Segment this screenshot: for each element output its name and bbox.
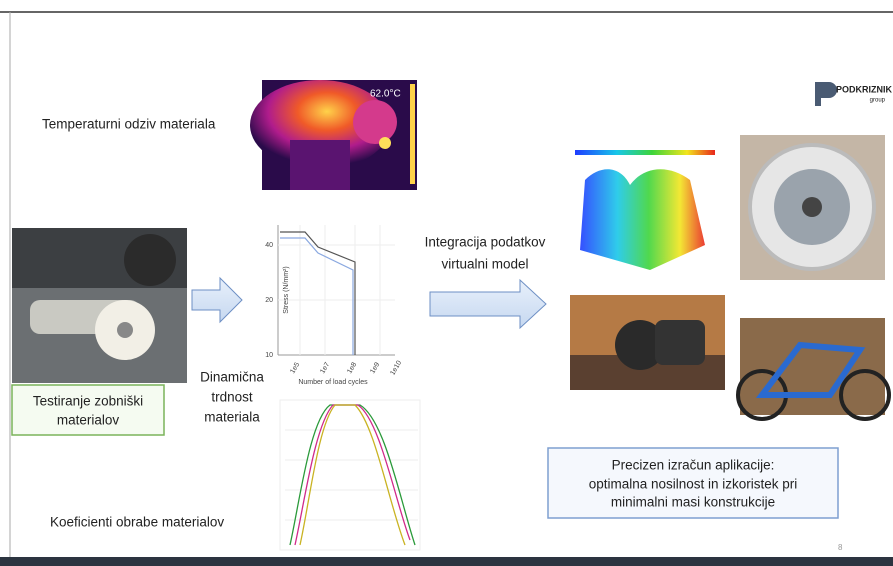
integration-line: Integracija podatkov xyxy=(425,235,546,250)
gear-photo xyxy=(740,135,885,280)
fatigue-line: materiala xyxy=(204,410,260,425)
testing-line: Testiranje zobniški xyxy=(33,394,143,409)
wear-caption: Koeficienti obrabe materialov xyxy=(50,515,224,530)
testing-line: materialov xyxy=(57,413,120,428)
y-tick-label: 20 xyxy=(265,297,273,304)
testing-photo xyxy=(12,228,187,383)
x-tick-label: 1e9 xyxy=(369,361,381,375)
x-tick-label: 1e5 xyxy=(289,361,301,375)
bike-photo xyxy=(736,318,891,421)
conclusion-box xyxy=(547,447,839,519)
x-tick-label: 1e7 xyxy=(319,361,331,375)
y-axis-label: Stress (N/mm²) xyxy=(283,266,290,313)
bottom-bar xyxy=(0,557,893,566)
logo: PODKRIZNIK group xyxy=(815,82,893,106)
thermal-image: 62.0°C xyxy=(250,80,417,190)
y-tick-label: 40 xyxy=(265,242,273,249)
logo-name: PODKRIZNIK xyxy=(836,84,893,94)
fem-image xyxy=(565,145,725,275)
integration-line: virtualni model xyxy=(441,257,528,272)
page-number: 8 xyxy=(838,543,843,552)
conclusion-line: Precizen izračun aplikacije: xyxy=(612,458,775,473)
fatigue-chart: 40 20 10 Stress (N/mm²) 1e5 1e7 1e8 1e9 … xyxy=(258,218,403,386)
fatigue-line: trdnost xyxy=(211,390,253,405)
testing-box xyxy=(11,384,165,436)
logo-sub: group xyxy=(870,98,886,104)
motor-photo xyxy=(570,295,725,390)
thermal-reading: 62.0°C xyxy=(370,89,401,100)
x-tick-label: 1e8 xyxy=(346,361,358,375)
conclusion-line: optimalna nosilnost in izkoristek pri xyxy=(589,477,798,492)
fatigue-line: Dinamična xyxy=(200,370,264,385)
wear-chart xyxy=(279,399,421,551)
x-axis-label: Number of load cycles xyxy=(298,379,368,386)
logo-icon xyxy=(815,82,837,106)
thermal-caption: Temperaturni odziv materiala xyxy=(42,117,216,132)
conclusion-line: minimalni masi konstrukcije xyxy=(611,495,775,510)
arrow xyxy=(429,278,547,330)
arrow xyxy=(191,276,243,324)
y-tick-label: 10 xyxy=(265,352,273,359)
